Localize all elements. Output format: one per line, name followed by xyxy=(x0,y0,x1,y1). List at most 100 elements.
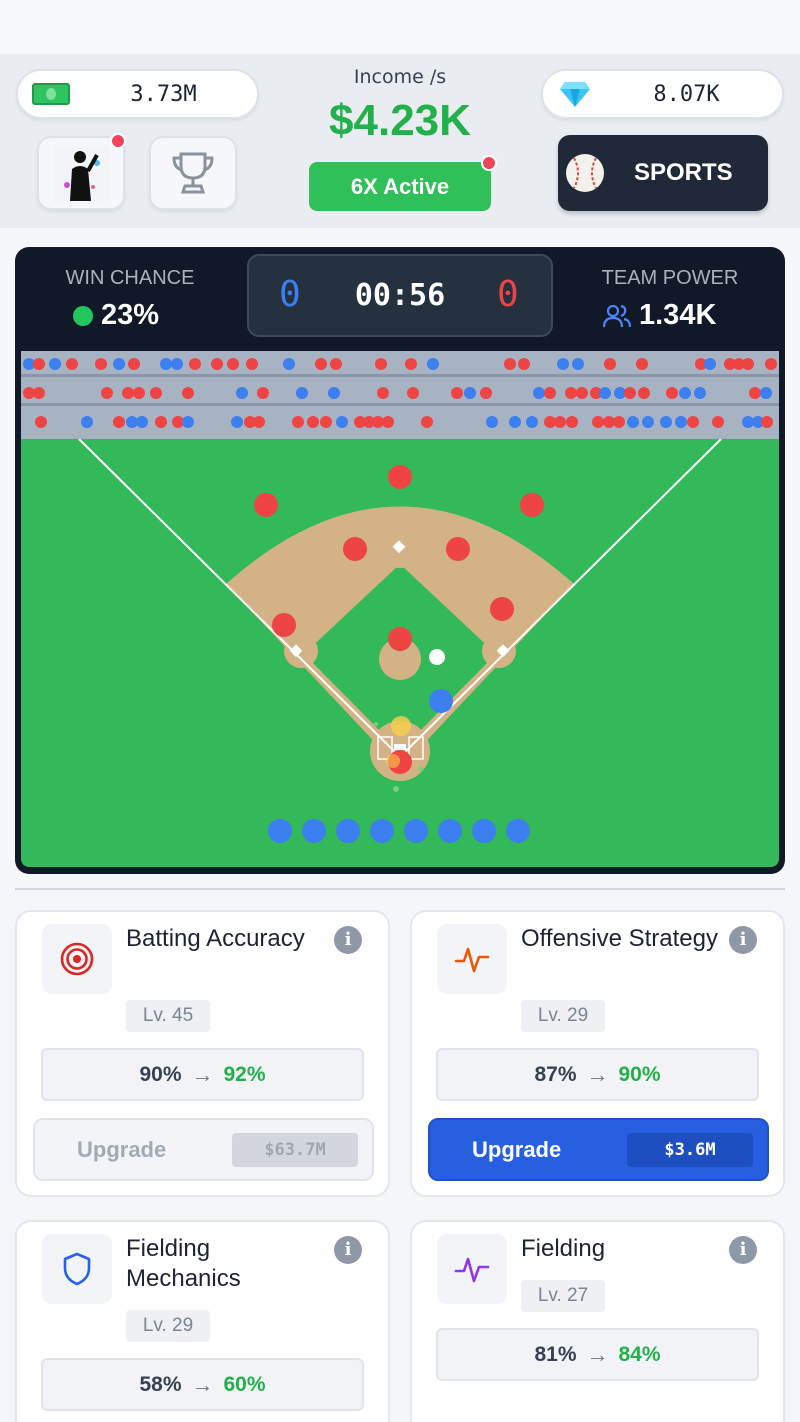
crowd-fan xyxy=(427,358,439,370)
trophy-button[interactable] xyxy=(149,136,237,210)
crowd-fan xyxy=(464,387,476,399)
crowd-fan xyxy=(486,416,498,428)
diamond-icon xyxy=(559,80,591,108)
first-base xyxy=(496,644,510,658)
crowd-fan xyxy=(236,387,248,399)
bench-player xyxy=(404,819,428,843)
stat-change: 87% → 90% xyxy=(436,1048,759,1101)
team-power-value: 1.34K xyxy=(639,299,717,331)
arrow-right-icon: → xyxy=(586,1341,609,1367)
crowd-fan xyxy=(122,387,134,399)
boost-notification-dot xyxy=(481,155,497,171)
stat-next: 60% xyxy=(223,1372,266,1396)
crowd-fan xyxy=(244,416,256,428)
win-indicator-icon xyxy=(73,305,93,326)
stat-current: 58% xyxy=(139,1372,182,1396)
arrow-right-icon: → xyxy=(586,1061,609,1087)
crowd-fan xyxy=(150,387,162,399)
profile-button[interactable] xyxy=(37,136,125,210)
crowd-fan xyxy=(182,416,194,428)
crowd-fan xyxy=(627,416,639,428)
third-base xyxy=(289,644,303,658)
crowd-fan xyxy=(101,387,113,399)
crowd-fan xyxy=(660,416,672,428)
crowd-fan xyxy=(518,358,530,370)
crowd-fan xyxy=(407,387,419,399)
crowd-fan xyxy=(480,387,492,399)
upgrade-button[interactable]: Upgrade $3.6M xyxy=(428,1118,769,1181)
info-icon[interactable]: i xyxy=(729,1236,757,1264)
team-power: 1.34K xyxy=(603,299,716,332)
upgrade-card-fielding-mechanics: Fielding Mechanics i Lv. 29 58% → 60% xyxy=(15,1220,390,1422)
crowd-fan xyxy=(604,358,616,370)
pulse-icon xyxy=(437,924,507,994)
cash-value: 3.73M xyxy=(130,81,197,107)
upgrade-button[interactable]: Upgrade $63.7M xyxy=(33,1118,374,1181)
sports-button[interactable]: SPORTS xyxy=(558,135,768,211)
fielder xyxy=(343,537,367,561)
info-icon[interactable]: i xyxy=(729,926,757,954)
crowd-fan xyxy=(679,387,691,399)
crowd-fan xyxy=(712,416,724,428)
target-icon xyxy=(42,924,112,994)
crowd-fan xyxy=(257,387,269,399)
foul-line-left xyxy=(78,439,401,758)
crowd-fan xyxy=(171,358,183,370)
arrow-right-icon: → xyxy=(191,1371,214,1397)
crowd-fan xyxy=(330,358,342,370)
score-display: 0 00:56 0 xyxy=(247,254,553,337)
crowd-fan xyxy=(81,416,93,428)
card-title: Offensive Strategy xyxy=(521,925,718,952)
stat-next: 92% xyxy=(223,1062,266,1086)
crowd-fan xyxy=(557,358,569,370)
crowd-fan xyxy=(576,387,588,399)
fielder xyxy=(388,465,412,489)
crowd-fan xyxy=(292,416,304,428)
crowd-fans xyxy=(23,358,777,428)
crowd-fan xyxy=(336,416,348,428)
stat-current: 90% xyxy=(139,1062,182,1086)
crowd-fan xyxy=(742,358,754,370)
arrow-right-icon: → xyxy=(191,1061,214,1087)
income-value: $4.23K xyxy=(329,96,471,145)
crowd-fan xyxy=(752,416,764,428)
game-panel: WIN CHANCE 23% 0 00:56 0 TEAM POWER 1.34… xyxy=(15,247,785,874)
crowd-fan xyxy=(182,387,194,399)
upgrade-card-offensive-strategy: Offensive Strategy i Lv. 29 87% → 90% Up… xyxy=(410,910,785,1197)
pitcher xyxy=(388,627,412,651)
crowd-fan xyxy=(761,416,773,428)
crowd-fan xyxy=(231,416,243,428)
crowd-fan xyxy=(49,358,61,370)
crowd-fan xyxy=(382,416,394,428)
crowd-fan xyxy=(320,416,332,428)
info-icon[interactable]: i xyxy=(334,1236,362,1264)
crowd-fan xyxy=(695,358,707,370)
crowd-fan xyxy=(533,387,545,399)
crowd-fan xyxy=(566,416,578,428)
pulse-icon xyxy=(437,1234,507,1304)
crowd-fan xyxy=(372,416,384,428)
info-icon[interactable]: i xyxy=(334,926,362,954)
fielder xyxy=(490,597,514,621)
pitchers-mound xyxy=(379,638,421,680)
crowd-stands xyxy=(21,351,779,439)
card-title: Fielding Mechanics xyxy=(126,1235,241,1292)
foul-line-right xyxy=(399,439,722,758)
crowd-fan xyxy=(307,416,319,428)
boost-button[interactable]: 6X Active xyxy=(309,162,491,211)
avatar-icon xyxy=(53,145,109,201)
crowd-fan xyxy=(160,358,172,370)
crowd-fan xyxy=(638,387,650,399)
fielder xyxy=(520,493,544,517)
upgrade-price: $3.6M xyxy=(627,1132,753,1167)
crowd-fan xyxy=(23,358,35,370)
crowd-fan xyxy=(704,358,716,370)
card-title: Batting Accuracy xyxy=(126,925,305,952)
crowd-fan xyxy=(136,416,148,428)
crowd-fan xyxy=(328,387,340,399)
crowd-fan xyxy=(554,416,566,428)
away-score: 0 xyxy=(497,274,519,315)
crowd-fan xyxy=(724,358,736,370)
fielder xyxy=(272,613,296,637)
crowd-fan xyxy=(565,387,577,399)
